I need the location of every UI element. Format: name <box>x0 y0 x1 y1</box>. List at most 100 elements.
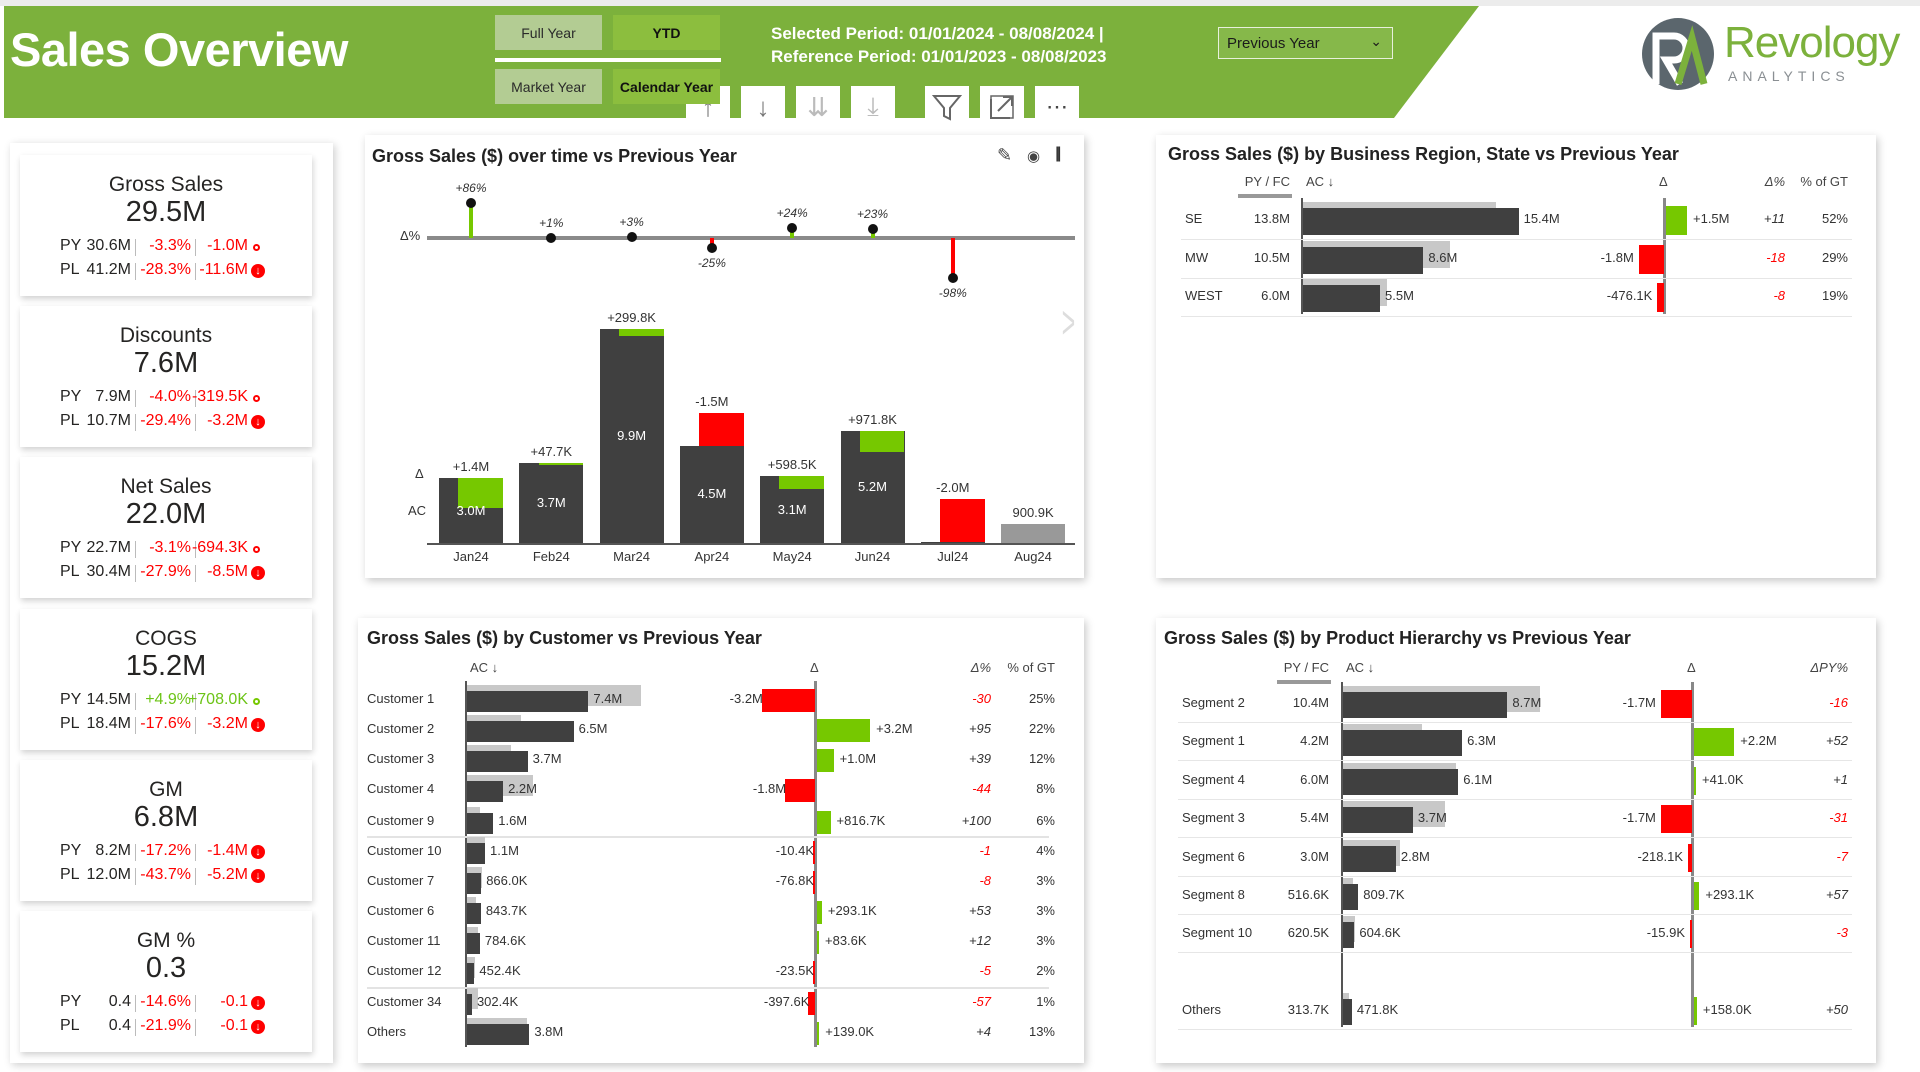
ac-value: 1.6M <box>498 813 528 828</box>
comparison-label: PL <box>60 1017 80 1034</box>
pct-of-gt-value: 19% <box>1821 288 1848 303</box>
arrow-down-circle-icon: ↓ <box>251 869 265 883</box>
delta-value: -1.8M <box>752 781 787 796</box>
comparison-delta: +708.0K <box>187 691 248 708</box>
delta-pct-pin <box>546 232 557 243</box>
delta-label: +1.4M <box>452 459 490 475</box>
row-label: Customer 9 <box>367 813 435 828</box>
delta-value: -76.8K <box>775 873 814 888</box>
py-value: 10.4M <box>1292 695 1329 710</box>
eye-icon[interactable]: ◉ <box>1027 148 1041 165</box>
focus-mode-icon[interactable] <box>980 86 1024 128</box>
kpi-comparison-row: PY 8.2M -17.2% -1.4M ↓ <box>20 842 312 862</box>
comparison-percent: -28.3% <box>140 261 191 278</box>
status-dot-icon <box>253 698 260 705</box>
row-divider <box>1178 914 1852 915</box>
delta-pct-label: +1% <box>539 215 564 230</box>
next-chevron-icon[interactable]: > <box>1061 296 1076 348</box>
filter-icon[interactable] <box>925 86 969 128</box>
comparison-dropdown[interactable]: Previous Year ⌄ <box>1218 27 1393 59</box>
delta-pct-value: +53 <box>968 903 991 918</box>
delta-value: -15.9K <box>1646 925 1685 940</box>
ac-bar <box>467 842 486 864</box>
calendar-year-button[interactable]: Calendar Year <box>613 69 720 104</box>
comparison-label: PL <box>60 563 80 580</box>
page-title: Sales Overview <box>10 23 348 76</box>
column-chart-icon[interactable]: ||| <box>1055 145 1062 162</box>
delta-bar-negative <box>1660 805 1692 833</box>
divider <box>135 995 136 1012</box>
delta-pct-value: +52 <box>1825 733 1848 748</box>
divider <box>135 868 136 885</box>
month-label: Aug24 <box>1014 549 1052 564</box>
delta-pct-value: -5 <box>979 963 991 978</box>
expand-all-down-icon[interactable]: ⇊ <box>796 86 840 128</box>
pct-of-gt-value: 2% <box>1036 963 1055 978</box>
row-divider <box>1178 952 1852 953</box>
row-divider <box>1178 1029 1852 1030</box>
delta-pct-value: -57 <box>972 994 991 1009</box>
delta-pct-label: +23% <box>856 206 889 221</box>
divider <box>135 693 136 710</box>
delta-bar-negative <box>699 413 744 446</box>
row-label: WEST <box>1185 288 1223 303</box>
header-ac: AC ↓ <box>1346 660 1375 675</box>
market-year-button[interactable]: Market Year <box>495 69 602 104</box>
pct-of-gt-value: 25% <box>1028 691 1055 706</box>
delta-pct-value: +95 <box>968 721 991 736</box>
more-options-icon[interactable]: ⋯ <box>1035 86 1079 128</box>
comparison-label: PY <box>60 539 82 556</box>
header-pct-gt: % of GT <box>1800 174 1848 189</box>
ac-bar <box>467 812 494 834</box>
ac-label: 3.7M <box>536 495 566 511</box>
delta-value: -1.8M <box>1600 250 1634 265</box>
comparison-value: 14.5M <box>86 691 131 708</box>
header-py-underline <box>1238 194 1292 198</box>
delta-bar-negative <box>940 498 985 543</box>
ac-bar <box>1343 922 1355 948</box>
ytd-button[interactable]: YTD <box>613 15 720 50</box>
delta-bar-positive <box>1694 728 1735 756</box>
expand-next-level-icon[interactable]: ⤓ <box>851 86 895 128</box>
kpi-title: Net Sales <box>120 475 212 498</box>
ac-label: 3.1M <box>777 501 807 517</box>
pct-of-gt-value: 4% <box>1036 843 1055 858</box>
header-py: PY / FC <box>1244 174 1290 189</box>
ac-bar <box>467 1023 530 1045</box>
divider <box>135 565 136 582</box>
delta-bar-negative <box>785 778 815 802</box>
delta-bar-negative <box>761 688 815 712</box>
delta-pct-label: +3% <box>619 214 644 229</box>
delta-pct-value: -31 <box>1829 810 1848 825</box>
divider <box>195 390 196 407</box>
comparison-value: 8.2M <box>95 842 131 859</box>
delta-value: +1.0M <box>839 751 877 766</box>
full-year-button[interactable]: Full Year <box>495 15 602 50</box>
comparison-delta: -694.3K <box>191 539 248 556</box>
ac-bar <box>679 445 744 543</box>
kpi-value: 29.5M <box>125 196 207 228</box>
ac-bar <box>467 690 589 712</box>
comparison-delta: -5.2M <box>207 866 248 883</box>
py-value: 10.5M <box>1253 250 1290 265</box>
header-pct-gt: % of GT <box>1007 660 1055 675</box>
pen-icon[interactable]: ✎ <box>997 145 1013 165</box>
delta-axis <box>814 680 817 1047</box>
ac-label: 3.0M <box>456 502 486 518</box>
py-value: 3.0M <box>1300 849 1329 864</box>
divider <box>135 541 136 558</box>
delta-pct-pin <box>787 223 798 234</box>
ac-value: 8.6M <box>1428 250 1458 265</box>
py-value: 4.2M <box>1300 733 1329 748</box>
comparison-percent: -43.7% <box>140 866 191 883</box>
comparison-label: PY <box>60 691 82 708</box>
drill-down-icon[interactable]: ↓ <box>741 86 785 128</box>
kpi-title: COGS <box>135 627 197 650</box>
delta-value: -1.7M <box>1622 695 1656 710</box>
chart-title: Gross Sales ($) by Product Hierarchy vs … <box>1164 628 1631 648</box>
delta-pct-axis <box>427 236 1075 240</box>
comparison-value: 18.4M <box>86 715 131 732</box>
row-label: Customer 1 <box>367 691 435 706</box>
arrow-down-circle-icon: ↓ <box>251 996 265 1010</box>
slicer-divider <box>495 58 721 62</box>
